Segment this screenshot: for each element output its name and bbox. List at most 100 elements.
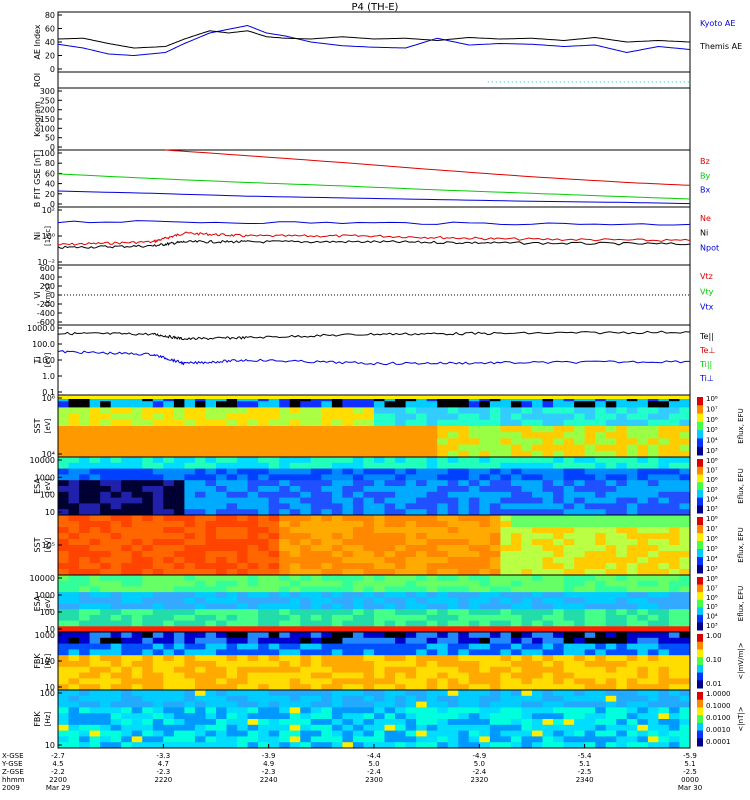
y-axis-label: Ni bbox=[33, 232, 42, 240]
heat-cell bbox=[416, 649, 428, 656]
heat-cell bbox=[321, 592, 333, 599]
heat-cell bbox=[468, 724, 480, 731]
heat-cell bbox=[100, 637, 112, 644]
heat-cell bbox=[89, 695, 101, 702]
heat-cell bbox=[352, 401, 364, 408]
heat-cell bbox=[405, 432, 417, 439]
heat-cell bbox=[532, 713, 543, 720]
heat-cell bbox=[247, 626, 259, 633]
x-tick-label: 2240 bbox=[260, 776, 278, 784]
heat-cell bbox=[152, 586, 164, 593]
heat-cell bbox=[247, 486, 259, 493]
heat-cell bbox=[426, 545, 438, 552]
heat-cell bbox=[331, 539, 343, 546]
heat-cell bbox=[384, 690, 396, 697]
heat-cell bbox=[479, 474, 491, 481]
heat-cell bbox=[226, 719, 238, 726]
heat-cell bbox=[468, 401, 480, 408]
y-axis-label: SST bbox=[33, 418, 42, 433]
heat-cell bbox=[363, 480, 375, 487]
heat-cell bbox=[458, 742, 470, 749]
heat-cell bbox=[331, 503, 343, 510]
heat-cell bbox=[595, 730, 607, 737]
heat-cell bbox=[605, 497, 617, 504]
heat-cell bbox=[163, 643, 175, 650]
heat-cell bbox=[321, 742, 333, 749]
heat-cell bbox=[584, 432, 596, 439]
heat-cell bbox=[374, 468, 385, 475]
heat-cell bbox=[258, 719, 270, 726]
heat-cell bbox=[68, 480, 80, 487]
heat-cell bbox=[574, 539, 586, 546]
heat-cell bbox=[679, 655, 691, 662]
heat-cell bbox=[553, 497, 564, 504]
heat-cell bbox=[626, 684, 638, 691]
heat-cell bbox=[121, 468, 133, 475]
heat-cell bbox=[384, 592, 396, 599]
heat-cell bbox=[395, 632, 406, 639]
heat-cell bbox=[279, 632, 291, 639]
heat-cell bbox=[310, 690, 322, 697]
heat-cell bbox=[205, 620, 217, 627]
heat-cell bbox=[258, 649, 270, 656]
heat-cell bbox=[374, 474, 385, 481]
heat-cell bbox=[542, 701, 554, 708]
heat-cell bbox=[574, 557, 586, 564]
heat-cell bbox=[237, 551, 248, 558]
heat-cell bbox=[532, 614, 543, 621]
heat-cell bbox=[532, 545, 543, 552]
heat-cell bbox=[489, 649, 501, 656]
heat-cell bbox=[658, 707, 670, 714]
heat-cell bbox=[626, 480, 638, 487]
heat-cell bbox=[542, 413, 554, 421]
heat-cell bbox=[500, 545, 512, 552]
heat-cell bbox=[489, 438, 501, 445]
heat-cell bbox=[279, 407, 291, 414]
heat-cell bbox=[626, 592, 638, 599]
heat-cell bbox=[237, 661, 248, 668]
heat-cell bbox=[553, 401, 564, 408]
heat-cell bbox=[184, 730, 196, 737]
heat-cell bbox=[163, 678, 175, 685]
heat-cell bbox=[226, 690, 238, 697]
heat-cell bbox=[342, 462, 354, 469]
heat-cell bbox=[321, 563, 333, 570]
heat-cell bbox=[226, 742, 238, 749]
heat-cell bbox=[237, 432, 248, 439]
heat-cell bbox=[679, 444, 691, 452]
heat-cell bbox=[142, 438, 154, 445]
heat-cell bbox=[237, 438, 248, 445]
heat-cell bbox=[237, 695, 248, 702]
heat-cell bbox=[184, 661, 196, 668]
heat-cell bbox=[194, 444, 206, 452]
heat-cell bbox=[416, 661, 428, 668]
heat-cell bbox=[331, 497, 343, 504]
heat-cell bbox=[500, 401, 512, 408]
heat-cell bbox=[468, 545, 480, 552]
heat-cell bbox=[647, 742, 659, 749]
heat-cell bbox=[658, 695, 670, 702]
heat-cell bbox=[626, 486, 638, 493]
heat-cell bbox=[352, 557, 364, 564]
heat-cell bbox=[173, 684, 185, 691]
heat-cell bbox=[342, 491, 354, 498]
heat-cell bbox=[416, 713, 428, 720]
heat-cell bbox=[647, 672, 659, 679]
heat-cell bbox=[100, 413, 112, 421]
heat-cell bbox=[500, 419, 512, 427]
heat-cell bbox=[616, 643, 628, 650]
heat-cell bbox=[68, 413, 80, 421]
heat-cell bbox=[616, 569, 628, 576]
heat-cell bbox=[352, 707, 364, 714]
heat-cell bbox=[479, 736, 491, 743]
heat-cell bbox=[605, 401, 617, 408]
heat-cell bbox=[131, 557, 143, 564]
heat-cell bbox=[131, 413, 143, 421]
heat-cell bbox=[184, 724, 196, 731]
heat-cell bbox=[110, 438, 122, 445]
heat-cell bbox=[300, 684, 312, 691]
heat-cell bbox=[384, 480, 396, 487]
heat-cell bbox=[384, 468, 396, 475]
heat-cell bbox=[163, 603, 175, 610]
heat-cell bbox=[131, 643, 143, 650]
